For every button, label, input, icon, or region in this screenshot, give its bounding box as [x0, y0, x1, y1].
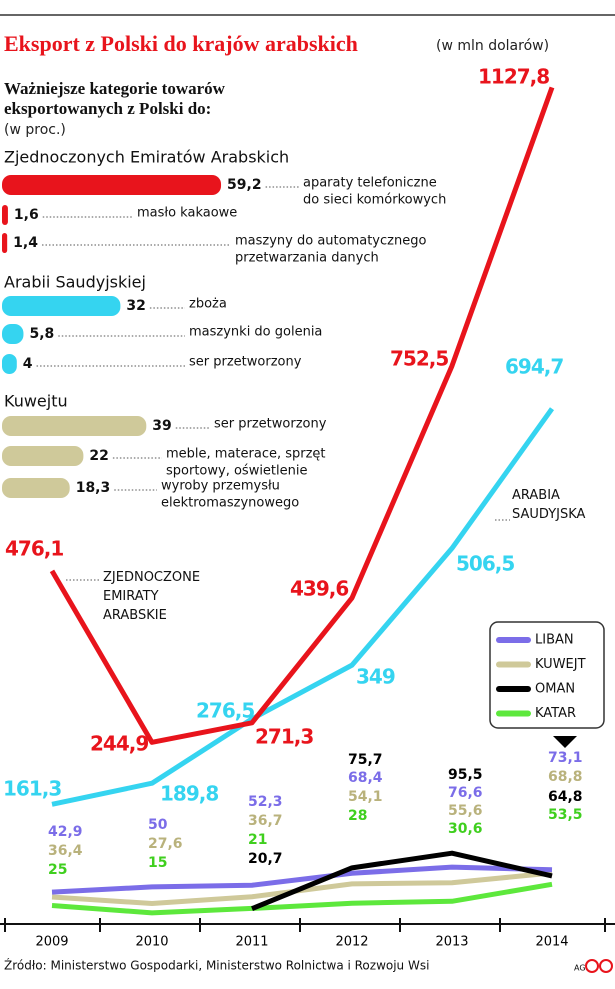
- data-label: 73,1: [548, 750, 583, 766]
- data-label: 32: [126, 298, 145, 314]
- category-label: meble, materace, sprzęt: [166, 447, 326, 462]
- data-label: 476,1: [5, 537, 63, 561]
- data-label: 25: [48, 862, 67, 878]
- category-label: maszyny do automatycznego: [235, 234, 426, 249]
- data-label: 752,5: [390, 347, 448, 371]
- category-label: aparaty telefoniczne: [303, 176, 437, 191]
- series-line: [251, 850, 553, 911]
- data-label: 53,5: [548, 807, 583, 823]
- legend-label: OMAN: [535, 682, 575, 697]
- bar: [2, 416, 147, 436]
- chart-title: Eksport z Polski do krajów arabskich: [4, 31, 358, 56]
- data-label: 5,8: [29, 326, 54, 342]
- data-label: 36,7: [248, 813, 283, 829]
- series-line: [49, 86, 555, 745]
- data-label: 39: [152, 418, 171, 434]
- data-label: 15: [148, 855, 167, 871]
- data-label: 54,1: [348, 789, 383, 805]
- data-label: 68,4: [348, 770, 383, 786]
- data-label: 59,2: [227, 177, 262, 193]
- bar: [2, 205, 8, 225]
- category-label: ser przetworzony: [214, 417, 327, 432]
- x-tick-label: 2013: [435, 935, 468, 950]
- x-tick-label: 2012: [335, 935, 368, 950]
- data-label: 75,7: [348, 752, 383, 768]
- data-label: 21: [248, 832, 267, 848]
- bar: [2, 324, 24, 344]
- data-label: 161,3: [3, 777, 61, 801]
- series-annotation: ZJEDNOCZONE EMIRATY ARABSKIE: [103, 570, 201, 623]
- data-label: 189,8: [160, 782, 218, 806]
- x-tick-label: 2014: [535, 935, 568, 950]
- bar: [2, 233, 8, 253]
- data-label: 28: [348, 808, 367, 824]
- data-label: 694,7: [505, 355, 563, 379]
- category-label: wyroby przemysłu: [161, 479, 280, 494]
- breakdown-title: eksportowanych z Polski do:: [4, 99, 211, 118]
- legend-box: [489, 621, 605, 729]
- data-label: 68,8: [548, 769, 583, 785]
- data-label: 276,5: [196, 699, 254, 723]
- data-label: 64,8: [548, 789, 583, 805]
- data-label: 1,6: [14, 207, 39, 223]
- data-label: 271,3: [255, 725, 313, 749]
- data-label: 27,6: [148, 836, 183, 852]
- data-label: 439,6: [290, 577, 348, 601]
- data-label: 30,6: [448, 821, 483, 837]
- bar: [2, 296, 121, 316]
- data-label: 36,4: [48, 843, 83, 859]
- data-label: 20,7: [248, 851, 283, 867]
- legend-label: KATAR: [535, 706, 576, 721]
- bar: [2, 446, 84, 466]
- x-tick-label: 2009: [35, 935, 68, 950]
- category-label: masło kakaowe: [137, 206, 237, 221]
- data-label: 52,3: [248, 794, 283, 810]
- data-label: 95,5: [448, 767, 483, 783]
- series-line: [51, 864, 553, 895]
- data-label: 55,6: [448, 803, 483, 819]
- data-label: 349: [356, 665, 395, 689]
- data-label: 22: [89, 448, 108, 464]
- legend-label: LIBAN: [535, 633, 574, 648]
- data-label: 506,5: [456, 552, 514, 576]
- data-label: 76,6: [448, 785, 483, 801]
- series-line: [51, 881, 553, 916]
- breakdown-unit: (w proc.): [4, 122, 66, 138]
- legend-label: KUWEJT: [535, 657, 586, 672]
- data-label: 1,4: [13, 235, 38, 251]
- category-label: zboża: [189, 297, 227, 312]
- chart-unit: (w mln dolarów): [436, 38, 549, 54]
- bar: [2, 354, 17, 374]
- cc-icon: [585, 959, 599, 973]
- data-label: 244,9: [90, 732, 148, 756]
- x-tick-label: 2010: [135, 935, 168, 950]
- category-label: przetwarzania danych: [235, 251, 379, 266]
- category-label: sportowy, oświetlenie: [166, 464, 308, 479]
- category-label: elektromaszynowego: [161, 496, 299, 511]
- category-label: do sieci komórkowych: [303, 193, 446, 208]
- cc-icon: [599, 959, 613, 973]
- data-label: 1127,8: [478, 65, 549, 89]
- group-label: Zjednoczonych Emiratów Arabskich: [4, 148, 289, 167]
- category-label: maszynki do golenia: [189, 325, 322, 340]
- bar: [2, 175, 222, 195]
- data-label: 42,9: [48, 824, 83, 840]
- group-label: Arabii Saudyjskiej: [4, 273, 146, 292]
- data-label: 4: [23, 356, 33, 372]
- series-line: [51, 407, 555, 807]
- x-tick-label: 2011: [235, 935, 268, 950]
- series-annotation: ARABIA SAUDYJSKA: [512, 488, 586, 522]
- breakdown-title: Ważniejsze kategorie towarów: [4, 79, 226, 98]
- category-label: ser przetworzony: [189, 355, 302, 370]
- group-label: Kuwejtu: [4, 392, 68, 411]
- credit: AG: [574, 964, 586, 973]
- source: Źródło: Ministerstwo Gospodarki, Ministe…: [4, 958, 429, 973]
- data-label: 18,3: [76, 480, 111, 496]
- data-label: 50: [148, 817, 168, 833]
- bar: [2, 478, 70, 498]
- legend-pointer: [553, 736, 577, 748]
